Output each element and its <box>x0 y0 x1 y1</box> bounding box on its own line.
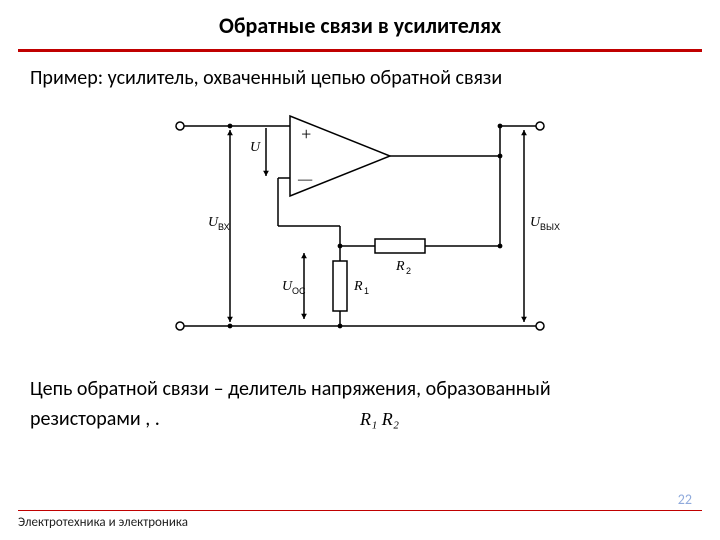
example-subtitle: Пример: усилитель, охваченный цепью обра… <box>0 52 720 96</box>
svg-text:+: + <box>300 124 312 144</box>
svg-text:ВХ: ВХ <box>218 222 230 232</box>
svg-text:ОС: ОС <box>292 286 306 296</box>
svg-text:ВЫХ: ВЫХ <box>540 222 560 232</box>
svg-text:R: R <box>353 279 363 294</box>
svg-text:—: — <box>297 171 313 188</box>
circuit-diagram: UВХUВЫХ+—UR2R1UОС <box>0 96 720 371</box>
slide-title: Обратные связи в усилителях <box>0 0 720 49</box>
svg-text:2: 2 <box>406 266 411 276</box>
svg-text:1: 1 <box>364 286 369 296</box>
body-line-1: Цепь обратной связи – делитель напряжени… <box>0 371 720 401</box>
svg-text:U: U <box>250 140 261 155</box>
svg-text:R: R <box>395 259 405 274</box>
footer-text: Электротехника и электроника <box>18 510 702 530</box>
page-number: 22 <box>678 491 692 508</box>
